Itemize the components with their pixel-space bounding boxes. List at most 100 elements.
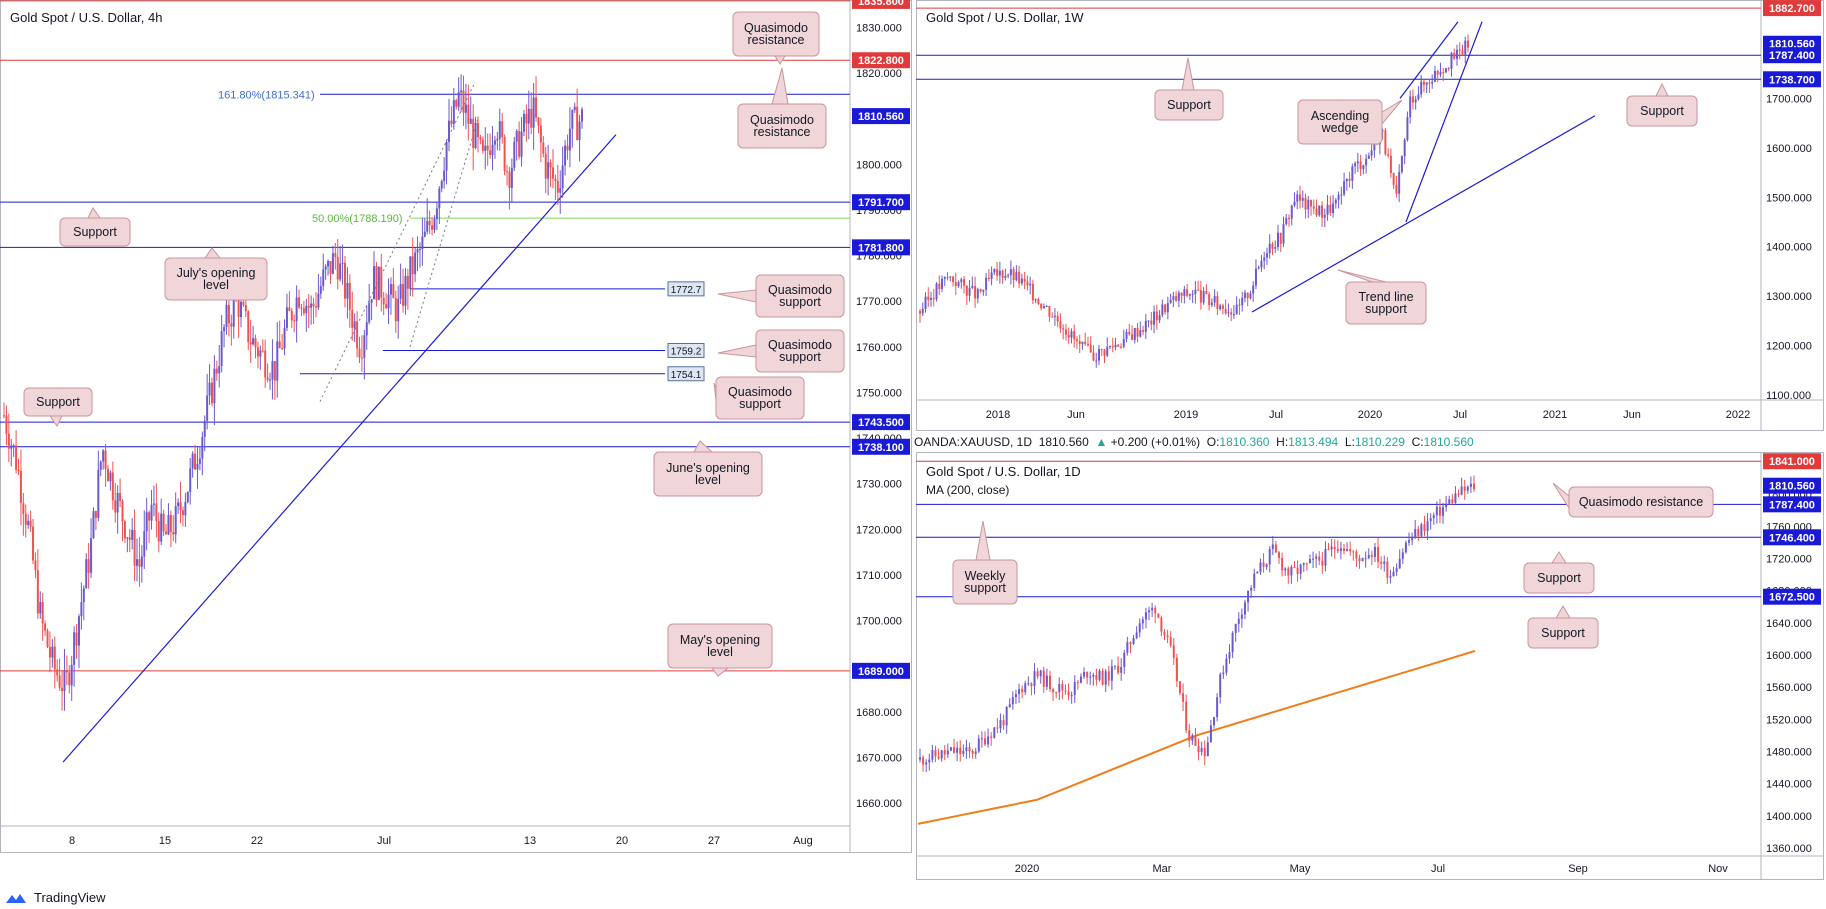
h4-candle-body	[385, 304, 388, 309]
h4-callout-qm-sup-1-box	[755, 274, 845, 318]
h4-candle-body	[353, 321, 356, 328]
w1-candle-body	[1210, 302, 1213, 306]
h4-candle-body	[293, 320, 296, 322]
h4-candle-body	[94, 511, 97, 518]
w1-candle-body	[935, 283, 938, 300]
h4-callout-july-open-text: July's opening	[177, 266, 256, 280]
d1-candle-body	[946, 750, 949, 755]
h4-candle-body	[433, 219, 436, 230]
h4-candle-body	[237, 299, 240, 318]
d1-candle-body	[993, 727, 996, 738]
h4-candle-body	[525, 113, 528, 124]
h4-x-tick: 8	[69, 835, 75, 847]
w1-candle-body	[1279, 232, 1282, 244]
h4-candle-body	[65, 670, 68, 673]
d1-candle-body	[1237, 618, 1240, 624]
h4-candle-body	[288, 307, 291, 311]
h4-x-tick: 13	[524, 835, 536, 847]
h4-candle-body	[266, 377, 269, 381]
w1-candle-body	[1221, 305, 1224, 309]
w1-candle-body	[1180, 292, 1183, 296]
h4-candle-body	[53, 646, 56, 670]
h4-candle-body	[571, 110, 574, 129]
h4-callout-qm-sup-2-text: support	[779, 350, 821, 364]
h4-y-tick: 1800.000	[856, 159, 902, 171]
h4-candle-body	[143, 531, 146, 557]
w1-title: Gold Spot / U.S. Dollar, 1W	[926, 10, 1084, 25]
h4-candle-body	[218, 365, 221, 374]
h4-candle-body	[123, 521, 126, 539]
h4-price-tag-bg	[852, 0, 910, 9]
w1-candle-body	[1015, 272, 1018, 281]
w1-candle-body	[1312, 206, 1315, 209]
h4-price-tag: 1810.560	[858, 111, 904, 123]
status-change: +0.200 (+0.01%)	[1110, 435, 1201, 449]
h4-candle-body	[314, 306, 317, 308]
w1-callout-ascending-wedge-box	[1297, 99, 1383, 145]
d1-candle-body	[1448, 499, 1451, 504]
w1-candle-body	[1381, 130, 1384, 132]
d1-callout-weekly-support-box	[952, 559, 1018, 605]
status-last: 1810.560	[1038, 435, 1089, 449]
h4-candle-body	[191, 453, 194, 469]
d1-candle-body	[928, 759, 931, 763]
d1-candle-body	[919, 757, 921, 760]
h4-price-tag: 1822.800	[858, 55, 904, 67]
d1-candle-body	[1182, 693, 1185, 702]
h4-candle-body	[194, 453, 197, 470]
h4-candle-body	[513, 141, 516, 168]
h4-candle-body	[51, 646, 54, 658]
h4-candle-body	[397, 298, 400, 322]
d1-candle-body	[1361, 558, 1364, 562]
d1-candle-body	[1305, 563, 1308, 565]
w1-candle-body	[1450, 52, 1453, 69]
w1-candle-body	[1186, 289, 1189, 296]
d1-candle-body	[1389, 576, 1392, 578]
h4-candle-body	[281, 347, 284, 349]
h4-candle-body	[208, 382, 211, 396]
d1-candle-body	[1438, 506, 1441, 516]
w1-candle-body	[1467, 40, 1469, 48]
w1-candle-body	[1238, 304, 1241, 306]
d1-indicator-label: MA (200, close)	[926, 483, 1009, 497]
h4-candle-body	[535, 97, 538, 118]
w1-candle-body	[1274, 247, 1277, 249]
w1-candle-body	[1056, 315, 1059, 322]
w1-candle-body	[932, 297, 935, 300]
w1-candle-body	[1464, 40, 1467, 55]
d1-candle-body	[1377, 547, 1380, 562]
h4-candle-body	[48, 647, 51, 658]
h4-candle-body	[392, 284, 395, 299]
h4-candle-body	[36, 570, 39, 614]
w1-candle-body	[960, 279, 963, 283]
d1-candle-body	[1240, 614, 1243, 619]
h4-candle-body	[564, 145, 567, 166]
h4-candle-body	[259, 350, 262, 357]
h4-candle-body	[472, 118, 475, 149]
h4-callout-july-open-pointer	[204, 247, 222, 259]
h4-callout-qm-res-1-box	[732, 11, 820, 57]
h4-candle-body	[399, 284, 402, 299]
w1-candle-body	[1089, 344, 1092, 353]
d1-candle-body	[1048, 675, 1051, 690]
h4-candle-body	[346, 282, 349, 299]
h4-x-tick: 15	[159, 835, 171, 847]
d1-candle-body	[1274, 544, 1277, 553]
h4-candle-body	[334, 253, 337, 258]
h4-candle-body	[404, 275, 407, 306]
w1-candle-body	[1359, 161, 1362, 170]
h4-candle-body	[128, 537, 131, 540]
w1-candle-body	[1442, 72, 1445, 74]
w1-callout-ascending-wedge-pointer	[1381, 99, 1403, 126]
tradingview-logo[interactable]: TradingView	[4, 890, 106, 905]
h4-candle-body	[104, 450, 107, 469]
d1-candle-body	[1107, 671, 1110, 681]
w1-panel	[916, 0, 1824, 431]
w1-candle-body	[1370, 150, 1373, 156]
h4-candle-body	[477, 122, 480, 138]
d1-candle-body	[1216, 697, 1219, 718]
d1-candle-body	[1457, 493, 1460, 495]
d1-candle-body	[1101, 670, 1104, 685]
